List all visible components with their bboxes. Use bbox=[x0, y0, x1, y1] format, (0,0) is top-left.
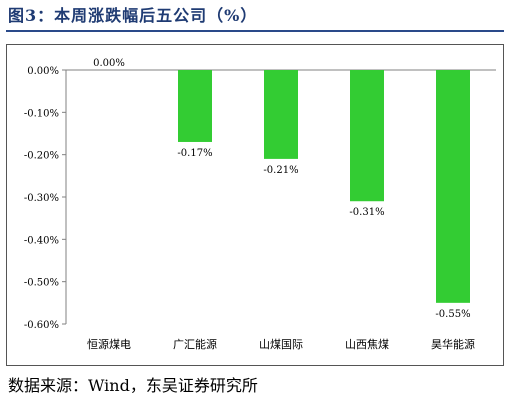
x-tick-label: 山煤国际 bbox=[259, 338, 303, 351]
bar bbox=[350, 70, 384, 202]
x-tick-label: 恒源煤电 bbox=[87, 337, 131, 351]
y-tick-label: -0.60% bbox=[24, 320, 59, 331]
data-label: -0.55% bbox=[435, 309, 470, 320]
title-divider bbox=[6, 30, 504, 32]
bar bbox=[436, 70, 470, 303]
y-tick-label: -0.10% bbox=[24, 108, 59, 119]
figure-source: 数据来源：Wind，东吴证券研究所 bbox=[8, 376, 258, 395]
y-tick-label: -0.50% bbox=[24, 278, 59, 289]
y-tick-label: -0.40% bbox=[24, 235, 59, 246]
chart-frame bbox=[6, 44, 504, 366]
y-tick-label: -0.20% bbox=[24, 151, 59, 162]
data-label: -0.21% bbox=[263, 165, 298, 176]
figure-title: 图3：本周涨跌幅后五公司（%） bbox=[8, 6, 258, 25]
y-tick-label: 0.00% bbox=[27, 66, 59, 77]
data-label: 0.00% bbox=[93, 58, 125, 69]
y-tick-label: -0.30% bbox=[24, 193, 59, 204]
x-tick-label: 昊华能源 bbox=[431, 337, 475, 351]
data-label: -0.31% bbox=[349, 207, 384, 218]
bar bbox=[264, 70, 298, 159]
x-tick-label: 山西焦煤 bbox=[345, 338, 389, 351]
bar bbox=[178, 70, 212, 142]
data-label: -0.17% bbox=[177, 148, 212, 159]
x-tick-label: 广汇能源 bbox=[173, 337, 217, 351]
